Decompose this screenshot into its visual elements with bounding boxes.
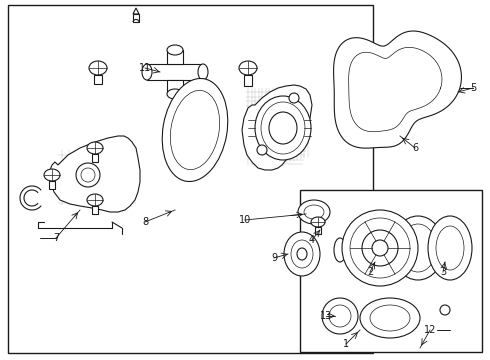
Ellipse shape [360, 298, 420, 338]
Ellipse shape [162, 78, 228, 181]
Text: 12: 12 [424, 325, 436, 335]
Ellipse shape [87, 142, 103, 154]
Ellipse shape [44, 169, 60, 181]
Ellipse shape [298, 200, 330, 224]
Ellipse shape [198, 64, 208, 80]
Ellipse shape [89, 61, 107, 75]
Polygon shape [334, 31, 462, 148]
Polygon shape [242, 85, 312, 170]
Polygon shape [133, 14, 139, 22]
Ellipse shape [392, 216, 444, 280]
Text: 1: 1 [343, 339, 349, 349]
Polygon shape [338, 288, 448, 350]
Ellipse shape [87, 194, 103, 206]
Ellipse shape [167, 89, 183, 99]
Circle shape [342, 210, 418, 286]
Ellipse shape [428, 216, 472, 280]
Text: 10: 10 [239, 215, 251, 225]
Polygon shape [167, 80, 183, 94]
Polygon shape [92, 154, 98, 162]
Ellipse shape [239, 61, 257, 75]
Circle shape [76, 163, 100, 187]
Text: 9: 9 [271, 253, 277, 263]
Polygon shape [315, 227, 321, 234]
Circle shape [362, 230, 398, 266]
Polygon shape [288, 236, 344, 268]
Polygon shape [244, 75, 252, 86]
Text: 6: 6 [412, 143, 418, 153]
Ellipse shape [284, 232, 320, 276]
Circle shape [289, 93, 299, 103]
Ellipse shape [297, 248, 307, 260]
Text: 5: 5 [470, 83, 476, 93]
Text: 7: 7 [53, 233, 59, 243]
Text: 3: 3 [440, 267, 446, 277]
Ellipse shape [311, 217, 325, 227]
Circle shape [372, 240, 388, 256]
Text: 8: 8 [142, 217, 148, 227]
Polygon shape [50, 136, 140, 212]
Text: 2: 2 [367, 267, 373, 277]
Polygon shape [92, 206, 98, 214]
Text: 11: 11 [139, 63, 151, 73]
Ellipse shape [255, 96, 311, 160]
Ellipse shape [322, 298, 358, 334]
Ellipse shape [334, 238, 346, 262]
Polygon shape [133, 8, 139, 14]
Circle shape [440, 305, 450, 315]
Text: 4: 4 [309, 235, 315, 245]
Polygon shape [49, 181, 55, 189]
Ellipse shape [142, 64, 152, 80]
Bar [8, 5, 373, 353]
Ellipse shape [167, 45, 183, 55]
Text: 13: 13 [320, 311, 332, 321]
Polygon shape [94, 75, 102, 84]
Polygon shape [167, 50, 183, 64]
Bar [300, 190, 482, 352]
Polygon shape [147, 64, 203, 80]
Ellipse shape [269, 112, 297, 144]
Circle shape [257, 145, 267, 155]
